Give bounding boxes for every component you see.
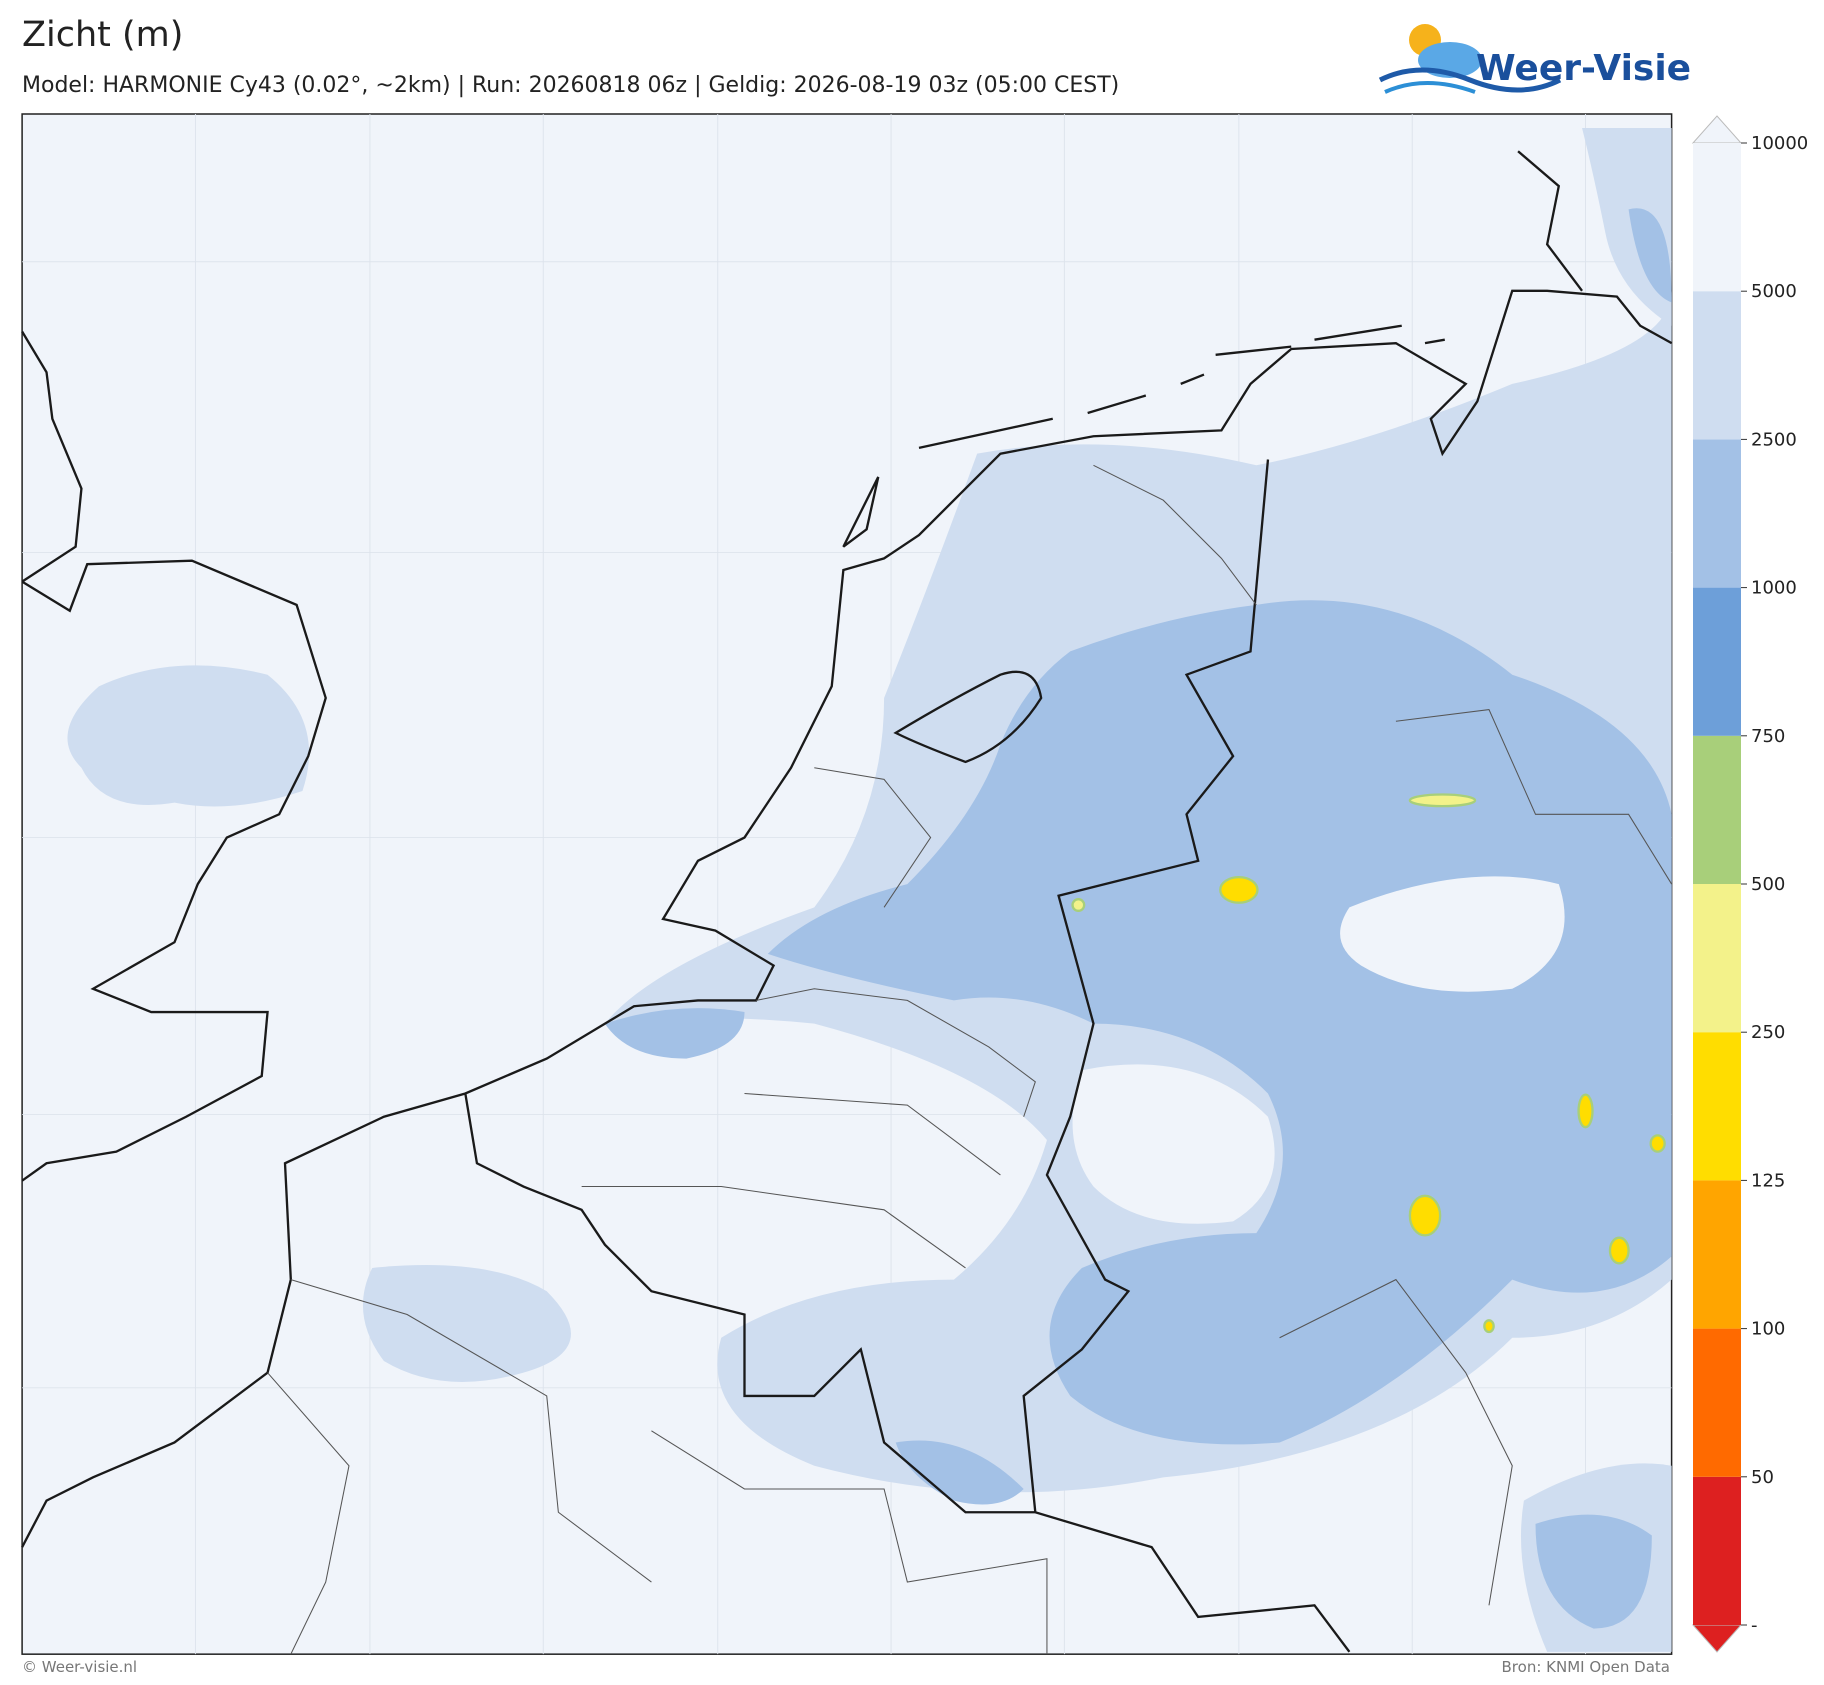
colorbar-band: [1693, 439, 1741, 588]
colorbar-tick-label: 500: [1751, 874, 1785, 895]
logo: Weer-Visie: [1378, 24, 1691, 94]
colorbar-band: [1693, 291, 1741, 440]
footer-right: Bron: KNMI Open Data: [1502, 1658, 1670, 1676]
colorbar: - 50 100 125 250 500 750 1000 2500 5000 10000: [1691, 115, 1808, 1653]
colorbar-band: [1693, 735, 1741, 884]
colorbar-tick-label: 10000: [1751, 133, 1808, 154]
colorbar-band: [1693, 1476, 1741, 1625]
map: [21, 113, 1673, 1655]
colorbar-tick-label: 750: [1751, 726, 1785, 747]
colorbar-tick-label: 125: [1751, 1170, 1785, 1191]
colorbar-tick-label: 50: [1751, 1467, 1774, 1488]
colorbar-band: [1693, 884, 1741, 1033]
colorbar-band: [1693, 1328, 1741, 1477]
colorbar-band: [1693, 1180, 1741, 1329]
colorbar-extend-bottom: [1691, 1624, 1743, 1653]
colorbar-tick-label: 1000: [1751, 578, 1797, 599]
colorbar-tick-label: 2500: [1751, 429, 1797, 450]
colorbar-tick-label: -: [1751, 1615, 1758, 1636]
colorbar-band: [1693, 1032, 1741, 1181]
colorbar-tick-label: 5000: [1751, 281, 1797, 302]
footer-left: © Weer-visie.nl: [22, 1658, 137, 1676]
colorbar-extend-top: [1691, 115, 1743, 144]
logo-text: Weer-Visie: [1476, 48, 1691, 89]
colorbar-tick-label: 100: [1751, 1319, 1785, 1340]
colorbar-band: [1693, 143, 1741, 292]
colorbar-band: [1693, 587, 1741, 736]
subtitle: Model: HARMONIE Cy43 (0.02°, ~2km) | Run…: [22, 73, 1119, 98]
title: Zicht (m): [22, 15, 183, 55]
colorbar-tick-label: 250: [1751, 1022, 1785, 1043]
